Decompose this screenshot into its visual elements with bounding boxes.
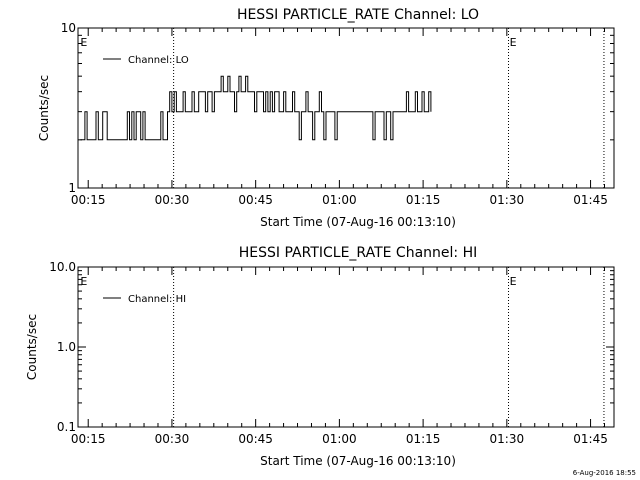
legend-entry: Channel: HI — [128, 294, 186, 305]
chart-title: HESSI PARTICLE_RATE Channel: HI — [239, 245, 477, 261]
hi-channel-panel: HESSI PARTICLE_RATE Channel: HI 00:15 00:3… — [25, 245, 615, 468]
y-axis-label: Counts/sec — [37, 75, 51, 141]
x-tick-label: 01:30 — [490, 432, 525, 446]
legend-entry: Channel: LO — [128, 55, 189, 66]
x-axis-label: Start Time (07-Aug-16 00:13:10) — [260, 215, 456, 229]
y-tick-label: 0.1 — [57, 420, 76, 434]
x-tick-label: 00:15 — [71, 432, 106, 446]
y-tick-label: 10.0 — [49, 260, 76, 274]
x-tick-label: 01:15 — [406, 193, 441, 207]
lo-channel-panel: HESSI PARTICLE_RATE Channel: LO 00:15 00:3… — [37, 7, 615, 229]
x-tick-label: 01:15 — [406, 432, 441, 446]
generation-timestamp: 6-Aug-2016 18:55 — [573, 469, 636, 477]
y-tick-label: 1 — [68, 181, 76, 195]
plot-frame — [77, 266, 615, 428]
x-tick-label: 01:00 — [322, 193, 357, 207]
x-tick-label: 01:45 — [573, 432, 608, 446]
y-axis-label: Counts/sec — [25, 314, 39, 380]
x-tick-label: 00:30 — [155, 193, 190, 207]
x-tick-label: 00:45 — [238, 193, 273, 207]
x-tick-label: 01:30 — [490, 193, 525, 207]
x-tick-label: 01:45 — [573, 193, 608, 207]
event-marker: E — [80, 275, 87, 288]
event-marker: E — [80, 36, 87, 49]
chart-title: HESSI PARTICLE_RATE Channel: LO — [237, 7, 479, 23]
y-tick-label: 10 — [61, 21, 76, 35]
event-marker: E — [510, 36, 517, 49]
x-tick-label: 01:00 — [322, 432, 357, 446]
plot-frame — [77, 27, 615, 189]
event-marker: E — [510, 275, 517, 288]
series-line-0 — [80, 75, 432, 141]
x-tick-label: 00:30 — [155, 432, 190, 446]
x-tick-label: 00:45 — [238, 432, 273, 446]
x-tick-label: 00:15 — [71, 193, 106, 207]
y-tick-label: 1.0 — [57, 340, 76, 354]
x-axis-label: Start Time (07-Aug-16 00:13:10) — [260, 454, 456, 468]
